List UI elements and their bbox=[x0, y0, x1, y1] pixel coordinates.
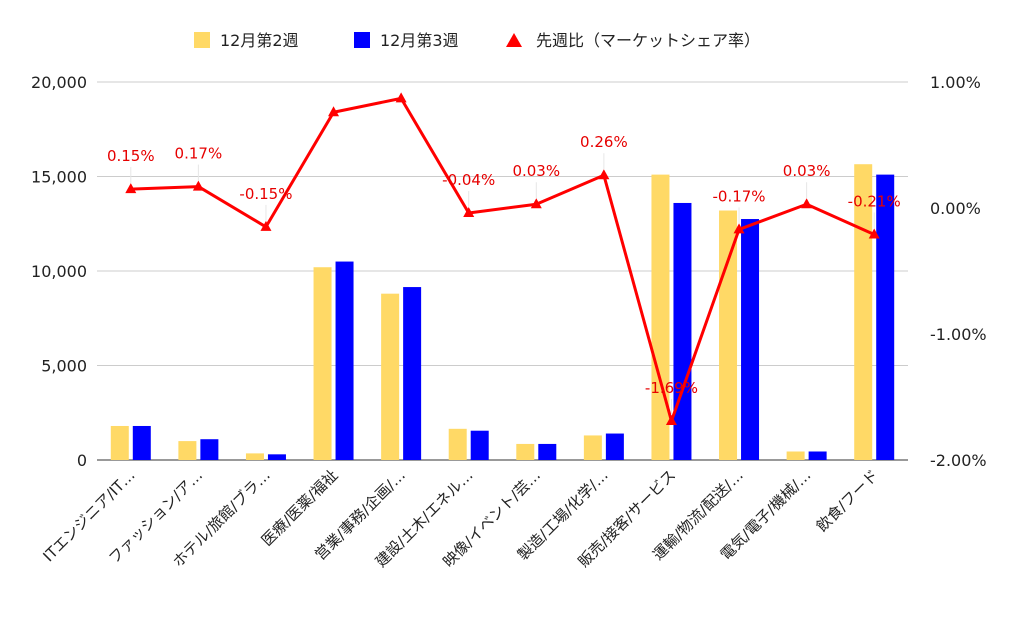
share-data-label: -1.69% bbox=[645, 379, 698, 397]
left-tick-label: 15,000 bbox=[31, 168, 87, 187]
legend: 12月第2週 12月第3週 先週比（マーケットシェア率） bbox=[194, 31, 760, 50]
bar-week2 bbox=[786, 451, 805, 460]
bar-week2 bbox=[110, 425, 129, 460]
share-point-marker bbox=[598, 169, 610, 180]
bar-week3 bbox=[808, 451, 827, 460]
share-data-label: 0.03% bbox=[783, 162, 831, 180]
right-tick-label: 1.00% bbox=[930, 73, 981, 92]
share-point-marker bbox=[733, 223, 745, 234]
share-point-marker bbox=[868, 228, 880, 239]
bar-week3 bbox=[673, 202, 692, 460]
bar-week3 bbox=[335, 261, 354, 460]
left-tick-label: 0 bbox=[77, 451, 87, 470]
share-data-label: -0.21% bbox=[848, 192, 901, 210]
bar-week3 bbox=[538, 443, 557, 460]
bar-week3 bbox=[605, 433, 624, 460]
bar-week3 bbox=[470, 430, 489, 460]
bar-week2 bbox=[854, 164, 873, 460]
bar-week3 bbox=[267, 454, 286, 460]
share-data-label: -0.17% bbox=[713, 187, 766, 205]
legend-label-week3: 12月第3週 bbox=[380, 31, 459, 50]
bar-week2 bbox=[516, 443, 535, 460]
right-tick-label: -2.00% bbox=[930, 451, 987, 470]
legend-triangle-icon bbox=[506, 33, 522, 47]
share-point-marker bbox=[801, 198, 813, 209]
left-axis-ticks: 0 5,000 10,000 15,000 20,000 bbox=[31, 73, 87, 470]
bar-week2 bbox=[381, 293, 400, 460]
left-tick-label: 5,000 bbox=[41, 357, 87, 376]
share-point-marker bbox=[328, 106, 340, 117]
bar-week3 bbox=[403, 287, 422, 460]
share-data-label: 0.03% bbox=[512, 162, 560, 180]
legend-label-share: 先週比（マーケットシェア率） bbox=[536, 31, 760, 50]
right-tick-label: -1.00% bbox=[930, 325, 987, 344]
bar-week2 bbox=[719, 210, 738, 460]
bar-week2 bbox=[448, 428, 467, 460]
share-data-label: 0.26% bbox=[580, 133, 628, 151]
share-point-marker bbox=[192, 180, 204, 191]
share-point-marker bbox=[463, 207, 475, 218]
right-tick-label: 0.00% bbox=[930, 199, 981, 218]
left-tick-label: 10,000 bbox=[31, 262, 87, 281]
share-data-label: 0.17% bbox=[175, 145, 223, 163]
share-data-label: -0.04% bbox=[442, 171, 495, 189]
category-labels: ITエンジニア/IT…ファッション/ア…ホテル/旅館/ブラ…医療/医薬/福祉営業… bbox=[39, 466, 882, 571]
right-axis-ticks: -2.00% -1.00% 0.00% 1.00% bbox=[930, 73, 987, 470]
share-point-marker bbox=[260, 220, 272, 231]
gridlines bbox=[97, 81, 908, 461]
bar-week3 bbox=[132, 425, 151, 460]
share-point-marker bbox=[125, 183, 137, 194]
bar-week2 bbox=[651, 174, 670, 461]
legend-swatch-week3 bbox=[354, 32, 370, 48]
share-point-marker bbox=[530, 198, 542, 209]
share-point-marker bbox=[665, 414, 677, 425]
share-line-path bbox=[130, 96, 875, 423]
legend-label-week2: 12月第2週 bbox=[220, 31, 299, 50]
share-point-marker bbox=[395, 92, 407, 103]
bar-week2 bbox=[178, 441, 197, 460]
share-labels: 0.15% 0.17% -0.15% -0.04% 0.03% 0.26% -1.69% -0… bbox=[107, 133, 901, 415]
share-data-label: 0.15% bbox=[107, 147, 155, 165]
category-label: 飲食/フード bbox=[813, 466, 882, 535]
bar-week3 bbox=[741, 219, 760, 460]
bar-week3 bbox=[200, 439, 219, 460]
bar-week2 bbox=[313, 267, 332, 460]
share-line bbox=[125, 92, 880, 425]
bar-week2 bbox=[583, 435, 602, 460]
share-data-label: -0.15% bbox=[239, 185, 292, 203]
legend-swatch-week2 bbox=[194, 32, 210, 48]
bar-week3 bbox=[876, 174, 895, 461]
bar-week2 bbox=[245, 453, 264, 460]
left-tick-label: 20,000 bbox=[31, 73, 87, 92]
bars bbox=[110, 164, 895, 461]
